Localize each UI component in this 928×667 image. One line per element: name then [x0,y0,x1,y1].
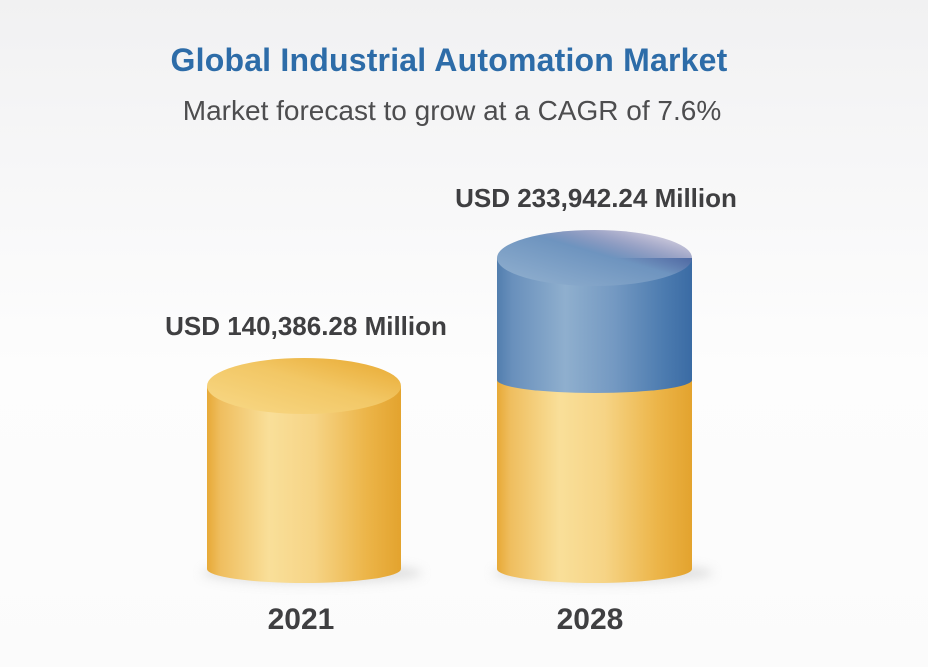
bar-2021-top-face [207,358,401,414]
chart-title: Global Industrial Automation Market [170,42,728,78]
chart-subtitle: Market forecast to grow at a CAGR of 7.6… [182,95,722,126]
bar-2028-cylinder [493,230,713,584]
axis-label-2021: 2021 [267,603,335,636]
bar-2028-top-face [497,230,692,286]
bar-2021-body [207,386,401,583]
data-label-2028: USD 233,942.24 Million [455,183,737,213]
data-label-2021: USD 140,386.28 Million [165,311,447,341]
bar-2028-blue-segment [497,258,692,393]
bar-2021-cylinder [202,358,422,584]
bar-2028-yellow-segment [497,380,692,583]
axis-label-2028: 2028 [556,603,624,636]
